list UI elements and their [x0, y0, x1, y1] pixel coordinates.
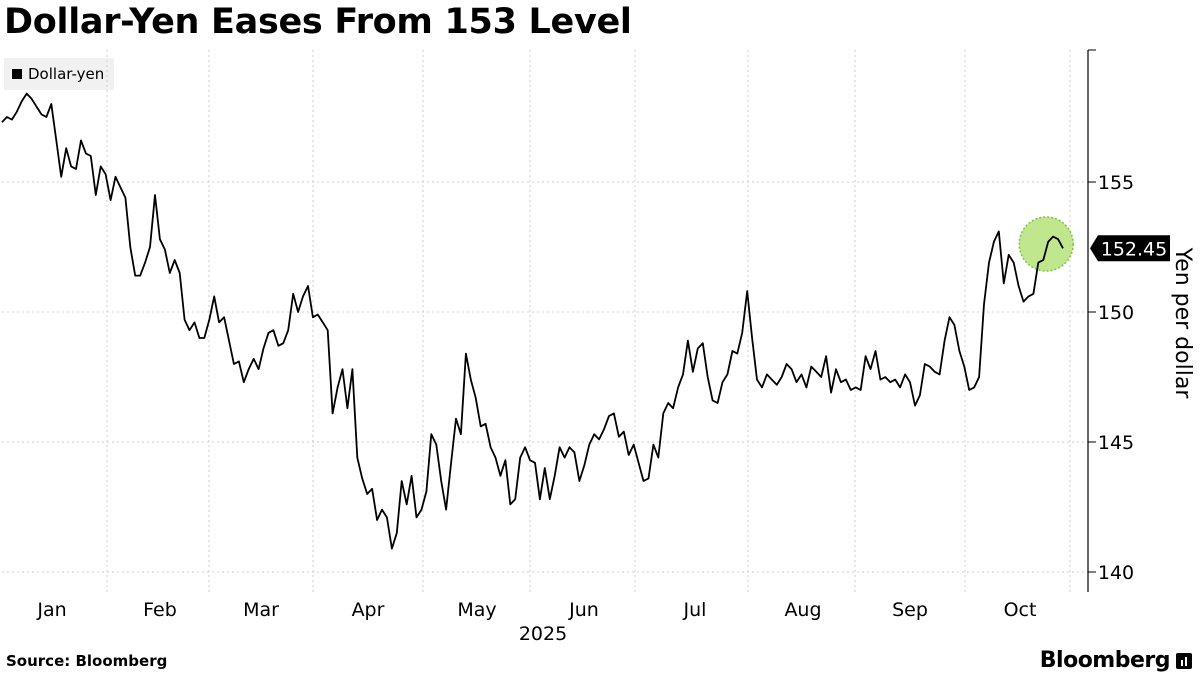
y-tick-label: 155 — [1098, 172, 1134, 194]
x-tick-label: Jan — [36, 599, 66, 621]
y-tick-label: 150 — [1098, 302, 1134, 324]
y-tick-label: 145 — [1098, 432, 1134, 454]
chart-bars-icon — [1176, 652, 1192, 669]
last-value-label: 152.45 — [1101, 238, 1167, 260]
last-value-tag-shape — [1090, 235, 1170, 262]
y-axis-label: Yen per dollar — [1170, 247, 1195, 400]
brand-name: Bloomberg — [1039, 648, 1171, 673]
x-tick-label: Sep — [892, 599, 928, 621]
brand-logo: Bloomberg — [1040, 648, 1192, 673]
x-tick-label: Mar — [243, 599, 279, 621]
legend-swatch — [12, 69, 22, 79]
x-tick-label: Aug — [784, 599, 821, 621]
source-note: Source: Bloomberg — [6, 652, 168, 670]
x-tick-label: May — [457, 599, 496, 621]
chart-title: Dollar-Yen Eases From 153 Level — [4, 2, 632, 42]
x-tick-label: Apr — [352, 599, 385, 621]
x-tick-label: Jul — [683, 599, 707, 621]
series-line-dollar-yen — [1, 92, 1064, 550]
x-tick-label: Jun — [568, 599, 599, 621]
x-tick-label: Oct — [1004, 599, 1037, 621]
legend: Dollar-yen — [4, 58, 115, 90]
last-value-tag: 152.45 — [1090, 235, 1170, 262]
x-tick-label: Feb — [143, 599, 177, 621]
legend-label: Dollar-yen — [28, 65, 105, 83]
y-tick-label: 140 — [1098, 562, 1134, 584]
highlight-circle — [1018, 216, 1074, 272]
x-axis-year-label: 2025 — [519, 623, 567, 645]
